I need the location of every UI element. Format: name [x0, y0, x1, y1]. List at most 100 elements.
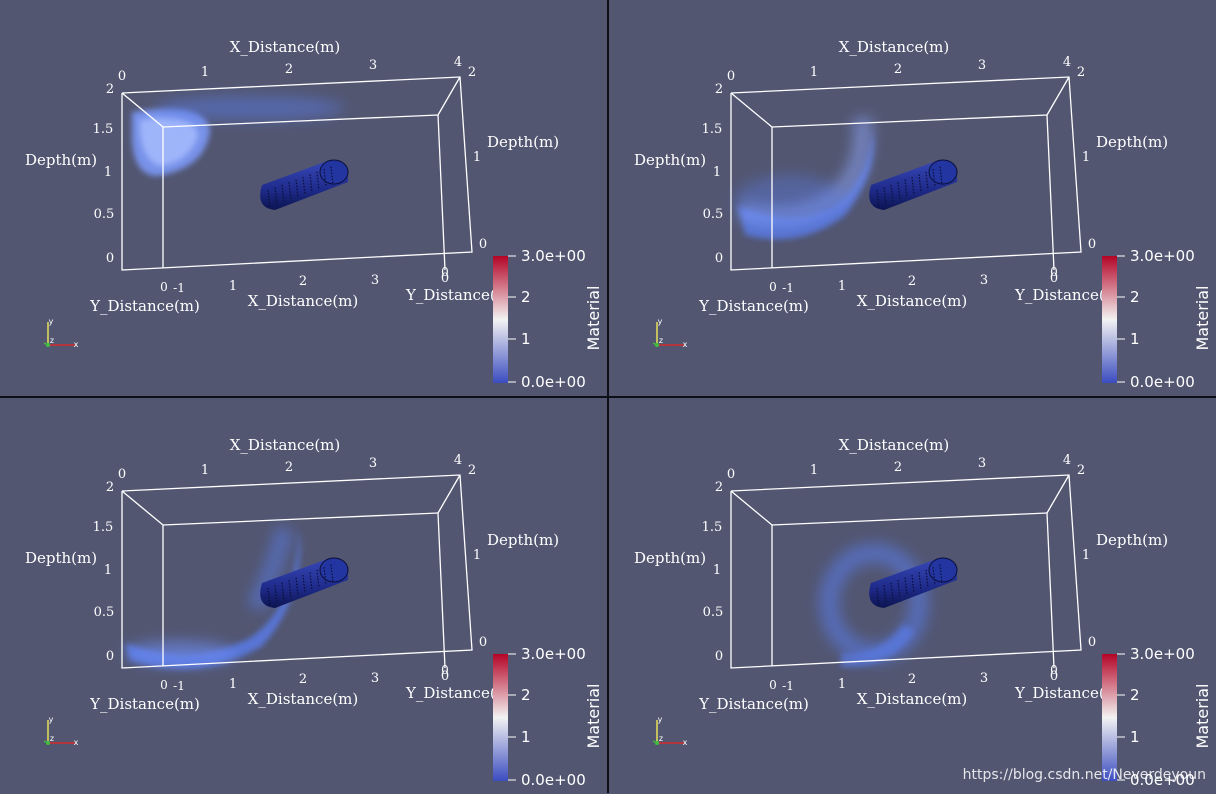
- y-tick-label: 0: [769, 678, 777, 692]
- y-axis-title-right: Y_Distance(r: [405, 684, 504, 702]
- x-tick-top-label: 3: [978, 456, 986, 471]
- depth-tick-left-label: 1.5: [93, 122, 114, 137]
- colorbar-title: Material: [584, 684, 603, 749]
- viewport-top-right[interactable]: 0 1 2 3 4 1 2 3 0 0 0 0.5 1 1.5 2 0 1 2 0 -1 X_Distance(m) X_…: [609, 0, 1216, 396]
- y-tick-label: 0: [769, 280, 777, 294]
- orientation-axes-icon: x y z: [652, 715, 688, 747]
- x-tick-top-label: 0: [118, 69, 126, 84]
- orientation-y-label: y: [658, 715, 663, 724]
- orientation-x-label: x: [74, 738, 79, 747]
- colorbar[interactable]: 3.0e+00 2 1 0.0e+00 Material: [493, 247, 603, 391]
- depth-tick-right-label: 1: [1082, 150, 1090, 165]
- y-axis-title-right: Y_Distance(r: [405, 286, 504, 304]
- depth-tick-left-label: 2: [715, 82, 723, 97]
- x-axis-title-bottom: X_Distance(m): [857, 690, 968, 708]
- depth-tick-right-label: 1: [473, 150, 481, 165]
- x-tick-top-label: 2: [894, 62, 902, 77]
- x-tick-top-label: 0: [727, 69, 735, 84]
- depth-tick-right-label: 1: [1082, 548, 1090, 563]
- x-axis-title-bottom: X_Distance(m): [857, 292, 968, 310]
- depth-axis-title-left: Depth(m): [25, 151, 97, 169]
- x-tick-top-label: 3: [369, 456, 377, 471]
- y-axis-title-right: Y_Distance(r: [1014, 286, 1113, 304]
- x-tick-bottom-label: 1: [838, 279, 846, 294]
- colorbar-title: Material: [1193, 684, 1212, 749]
- colorbar-tick-label: 3.0e+00: [1130, 645, 1195, 663]
- viewport-top-left[interactable]: 0 1 2 3 4 1 2 3 0 0 0 0.5 1 1.5 2 0 1 2 0 -1 X_Distance(m) X_…: [0, 0, 608, 396]
- orientation-y-label: y: [49, 715, 54, 724]
- depth-tick-right-label: 0: [1088, 237, 1096, 252]
- depth-axis-title-left: Depth(m): [25, 549, 97, 567]
- horizontal-splitter[interactable]: [0, 396, 1216, 398]
- colorbar-tick-label: 1: [521, 330, 531, 348]
- y-tick-label: 0: [160, 280, 168, 294]
- depth-tick-left-label: 0.5: [94, 605, 115, 620]
- depth-tick-right-label: 0: [479, 635, 487, 650]
- depth-axis-title-right: Depth(m): [487, 133, 559, 151]
- colorbar-tick-label: 0.0e+00: [521, 771, 586, 789]
- depth-tick-left-label: 0: [715, 251, 723, 266]
- x-tick-top-label: 4: [454, 453, 462, 468]
- x-tick-bottom-label: 2: [299, 274, 307, 289]
- colorbar-tick-label: 0.0e+00: [1130, 373, 1195, 391]
- viewport-bottom-right[interactable]: 0 1 2 3 4 1 2 3 0 0 0 0.5 1 1.5 2 0 1 2 0 -1 X_Distance(m) X_…: [609, 398, 1216, 794]
- orientation-x-label: x: [683, 738, 688, 747]
- colorbar[interactable]: 3.0e+00 2 1 0.0e+00 Material: [1102, 247, 1212, 391]
- colorbar[interactable]: 3.0e+00 2 1 0.0e+00 Material: [493, 645, 603, 789]
- colorbar[interactable]: 3.0e+00 2 1 0.0e+00 Material: [1102, 645, 1212, 789]
- depth-tick-left-label: 1: [713, 563, 721, 578]
- y-tick-label: 0: [160, 678, 168, 692]
- orientation-z-label: z: [659, 734, 663, 743]
- depth-tick-left-label: 0: [715, 649, 723, 664]
- material-plume: [132, 96, 345, 176]
- colorbar-tick-label: 1: [1130, 330, 1140, 348]
- colorbar-tick-label: 0.0e+00: [521, 373, 586, 391]
- x-tick-top-label: 1: [201, 65, 209, 80]
- viewport-bottom-left[interactable]: 0 1 2 3 4 1 2 3 0 0 0 0.5 1 1.5 2 0 1 2 0 -1 X_Distance(m) X_…: [0, 398, 608, 794]
- orientation-y-label: y: [49, 317, 54, 326]
- depth-tick-left-label: 1: [104, 165, 112, 180]
- orientation-x-label: x: [683, 340, 688, 349]
- orientation-y-label: y: [658, 317, 663, 326]
- x-axis-title-top: X_Distance(m): [839, 436, 950, 454]
- colorbar-tick-label: 2: [1130, 686, 1140, 704]
- material-plume: [735, 116, 874, 240]
- cylinder-object: [260, 557, 349, 608]
- x-axis-title-top: X_Distance(m): [839, 38, 950, 56]
- depth-tick-left-label: 2: [106, 480, 114, 495]
- x-tick-top-label: 2: [894, 460, 902, 475]
- orientation-axes-icon: x y z: [43, 715, 79, 747]
- x-tick-bottom-label: 3: [371, 671, 379, 686]
- outline-box: [730, 76, 1082, 271]
- x-tick-top-label: 1: [810, 65, 818, 80]
- x-axis-title-top: X_Distance(m): [230, 38, 341, 56]
- material-plume: [819, 543, 929, 668]
- x-tick-top-label: 4: [1063, 453, 1071, 468]
- depth-tick-left-label: 0.5: [703, 207, 724, 222]
- x-tick-top-label: 0: [727, 467, 735, 482]
- depth-tick-left-label: 1: [104, 563, 112, 578]
- y-tick-label: -1: [782, 679, 794, 693]
- x-tick-bottom-label: 0: [1050, 271, 1058, 286]
- y-axis-title: Y_Distance(m): [89, 695, 200, 713]
- x-tick-top-label: 2: [285, 460, 293, 475]
- depth-tick-left-label: 2: [106, 82, 114, 97]
- material-plume: [125, 525, 301, 669]
- y-axis-title: Y_Distance(m): [698, 695, 809, 713]
- orientation-z-label: z: [659, 336, 663, 345]
- orientation-z-label: z: [50, 336, 54, 345]
- depth-tick-right-label: 0: [479, 237, 487, 252]
- x-tick-bottom-label: 0: [1050, 669, 1058, 684]
- depth-tick-right-label: 2: [1077, 463, 1085, 478]
- x-tick-overlap-label: 0: [441, 663, 449, 677]
- x-axis-title-bottom: X_Distance(m): [248, 690, 359, 708]
- x-tick-overlap-label: 0: [441, 265, 449, 279]
- x-tick-top-label: 1: [201, 463, 209, 478]
- depth-tick-left-label: 2: [715, 480, 723, 495]
- cylinder-object: [260, 159, 349, 210]
